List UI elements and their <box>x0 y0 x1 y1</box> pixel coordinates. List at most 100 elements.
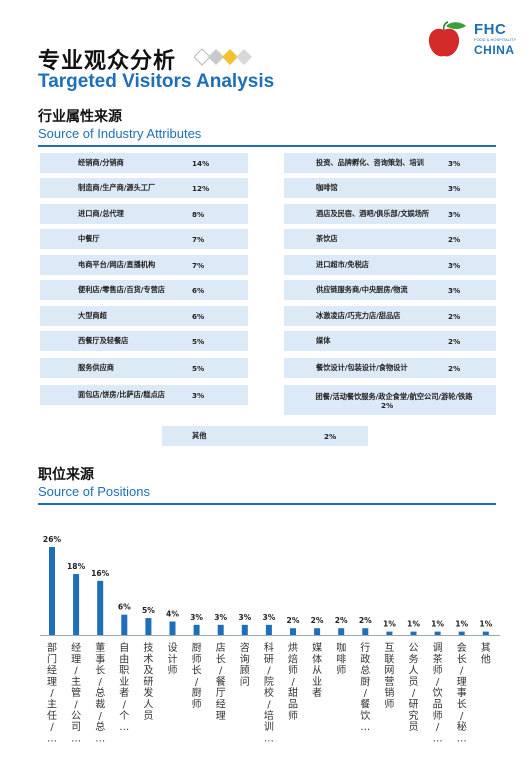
industry-row-left: 经销商/分销商 14% <box>40 153 248 173</box>
industry-value: 3% <box>448 260 461 270</box>
industry-row-left: 服务供应商 5% <box>40 358 248 378</box>
industry-value: 12% <box>192 183 210 193</box>
industry-title-en: Source of Industry Attributes <box>38 126 202 141</box>
bar <box>338 628 345 635</box>
bar <box>49 547 55 635</box>
bar-value-label: 1% <box>479 620 492 629</box>
industry-value: 7% <box>192 260 205 270</box>
category-label: 厨师长/厨师 <box>192 642 202 711</box>
industry-label: 服务供应商 <box>78 363 114 372</box>
category-label: 技术及研发人员 <box>143 641 153 722</box>
industry-value: 6% <box>192 311 205 321</box>
industry-row-right: 酒店及民宿、酒吧/俱乐部/文娱场所 3% <box>284 204 496 224</box>
positions-bar-chart: 26% 部门经理/主任/… 18% 经理/主管/公司… 16% 董事长/总裁/总… 6% 自由… <box>40 535 500 744</box>
positions-title-en: Source of Positions <box>38 484 151 499</box>
category-label: 店长/餐厅经理 <box>216 641 226 722</box>
bar-value-label: 6% <box>118 603 131 612</box>
industry-value: 5% <box>192 336 205 346</box>
industry-row-right: 进口超市/免税店 3% <box>284 255 496 275</box>
industry-label: 酒店及民宿、酒吧/俱乐部/文娱场所 <box>316 209 430 218</box>
category-label: 调茶师/饮品师/… <box>433 642 443 744</box>
bar-value-label: 1% <box>455 620 468 629</box>
category-label: 部门经理/主任/… <box>47 641 57 744</box>
category-label: 烘焙师/甜品师 <box>288 642 298 722</box>
category-label: 媒体从业者 <box>312 642 322 699</box>
bar-value-label: 3% <box>190 613 203 622</box>
bar-value-label: 1% <box>407 620 420 629</box>
industry-row-right: 媒体 2% <box>284 331 496 351</box>
industry-label: 中餐厅 <box>78 234 100 243</box>
industry-value: 14% <box>192 158 210 168</box>
bar-value-label: 1% <box>383 620 396 629</box>
bar <box>193 624 200 635</box>
industry-label: 进口商/总代理 <box>78 209 124 218</box>
industry-value: 3% <box>448 158 461 168</box>
industry-value: 2% <box>448 311 461 321</box>
bar <box>362 628 369 635</box>
industry-label: 投资、品牌孵化、咨询策划、培训 <box>316 158 424 167</box>
bar-value-label: 26% <box>43 535 62 544</box>
bar <box>145 618 152 635</box>
industry-row-left: 大型商超 6% <box>40 306 248 326</box>
industry-value: 2% <box>448 336 461 346</box>
industry-row-right: 投资、品牌孵化、咨询策划、培训 3% <box>284 153 496 173</box>
bar-value-label: 1% <box>431 620 444 629</box>
industry-row-left: 中餐厅 7% <box>40 229 248 249</box>
industry-label: 供应链服务商/中央厨房/物流 <box>316 285 408 294</box>
industry-value: 2% <box>448 234 461 244</box>
bar-value-label: 4% <box>166 609 179 618</box>
industry-title-cn: 行业属性来源 <box>38 109 122 125</box>
bar <box>410 631 417 635</box>
category-label: 设计师 <box>168 642 178 677</box>
industry-value: 2% <box>324 431 337 441</box>
industry-label: 媒体 <box>316 336 331 345</box>
industry-label: 西餐厅及轻餐店 <box>78 336 129 345</box>
bar-value-label: 2% <box>359 616 372 625</box>
industry-label: 面包店/饼房/比萨店/糕点店 <box>78 390 165 399</box>
bar <box>458 631 465 635</box>
category-label: 其他 <box>481 642 491 665</box>
industry-label: 其他 <box>192 431 207 440</box>
industry-divider <box>38 145 496 147</box>
bar <box>97 580 104 635</box>
category-label: 公务人员/研究员 <box>409 643 419 733</box>
industry-row-right: 团餐/活动餐饮服务/政企食堂/航空公司/游轮/铁路 2% <box>284 385 496 415</box>
industry-row-right: 茶饮店 2% <box>284 229 496 249</box>
bar <box>121 614 128 635</box>
industry-label: 便利店/零售店/百货/专营店 <box>78 285 165 294</box>
industry-value: 3% <box>192 390 205 400</box>
bar-value-label: 5% <box>142 606 155 615</box>
industry-value: 6% <box>192 285 205 295</box>
industry-label: 冰激凌店/巧克力店/甜品店 <box>316 311 401 320</box>
bar <box>241 624 248 635</box>
industry-value: 7% <box>192 234 205 244</box>
industry-label: 茶饮店 <box>316 234 338 243</box>
bar-value-label: 2% <box>335 616 348 625</box>
bar-value-label: 3% <box>262 613 275 622</box>
industry-value: 8% <box>192 209 205 219</box>
industry-row-left: 电商平台/网店/直播机构 7% <box>40 255 248 275</box>
logo-country: CHINA <box>474 43 515 57</box>
industry-row-left: 面包店/饼房/比萨店/糕点店 3% <box>40 385 248 405</box>
category-label: 咖啡师 <box>336 642 346 677</box>
bar-value-label: 18% <box>67 562 86 571</box>
logo-subtitle: FOOD & HOSPITALITY <box>474 37 517 42</box>
category-label: 自由职业者/个… <box>119 641 129 733</box>
industry-row-left: 西餐厅及轻餐店 5% <box>40 331 248 351</box>
positions-title-cn: 职位来源 <box>38 467 94 483</box>
bar <box>217 624 224 635</box>
industry-row-right: 餐饮设计/包装设计/食物设计 2% <box>284 358 496 378</box>
industry-row-left: 制造商/生产商/源头工厂 12% <box>40 178 248 198</box>
category-label: 会长/理事长/秘… <box>457 641 467 744</box>
industry-row-left: 便利店/零售店/百货/专营店 6% <box>40 280 248 300</box>
industry-label: 进口超市/免税店 <box>316 260 369 269</box>
bar <box>314 628 321 635</box>
page-title-cn: 专业观众分析 <box>38 49 177 74</box>
diamond-decoration-icon <box>194 48 252 66</box>
industry-row-left: 进口商/总代理 8% <box>40 204 248 224</box>
bar <box>290 628 296 635</box>
industry-row-right: 冰激凌店/巧克力店/甜品店 2% <box>284 306 496 326</box>
industry-value: 3% <box>448 285 461 295</box>
logo-brand: FHC <box>474 21 507 38</box>
industry-label: 大型商超 <box>78 311 107 320</box>
